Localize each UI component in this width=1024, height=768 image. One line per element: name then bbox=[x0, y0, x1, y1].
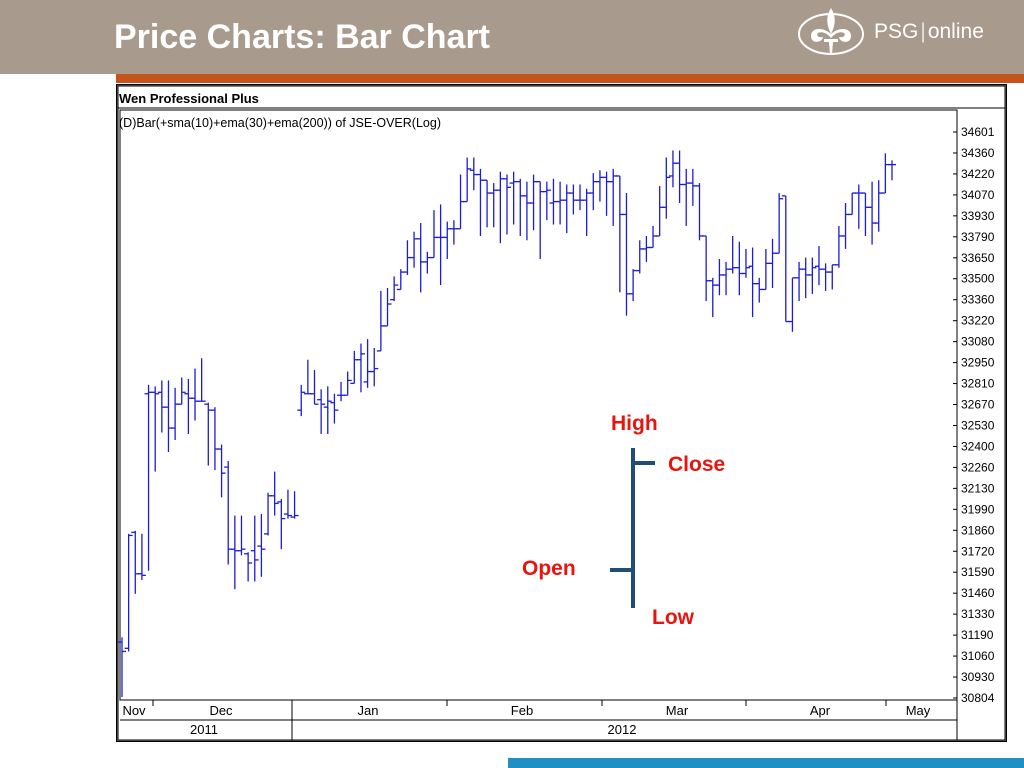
y-tick-label: 31860 bbox=[961, 523, 995, 537]
x-month-label: Apr bbox=[810, 703, 831, 718]
y-tick-label: 33220 bbox=[961, 314, 995, 328]
y-tick-label: 31190 bbox=[961, 628, 994, 642]
ohlc-bar bbox=[290, 491, 299, 519]
y-tick-label: 32950 bbox=[961, 356, 995, 370]
ohlc-bar bbox=[137, 533, 146, 580]
y-tick-label: 31720 bbox=[961, 544, 995, 558]
ohlc-bar bbox=[151, 386, 160, 472]
y-tick-label: 32670 bbox=[961, 398, 995, 412]
ohlc-bar bbox=[356, 343, 365, 393]
y-tick-label: 32260 bbox=[961, 460, 995, 474]
ohlc-bar bbox=[277, 498, 286, 550]
x-month-label: Jan bbox=[358, 703, 379, 718]
ohlc-bar bbox=[503, 174, 511, 235]
ohlc-bar bbox=[124, 533, 133, 652]
y-tick-label: 33650 bbox=[961, 251, 995, 265]
ohlc-bar bbox=[118, 637, 126, 698]
y-tick-label: 31460 bbox=[961, 586, 995, 600]
ohlc-bar bbox=[197, 358, 206, 402]
y-tick-label: 33360 bbox=[961, 293, 995, 307]
slide-title: Price Charts: Bar Chart bbox=[114, 18, 491, 56]
x-month-label: Nov bbox=[122, 703, 146, 718]
legend-low-label: Low bbox=[652, 606, 695, 629]
logo-separator: | bbox=[920, 20, 926, 43]
ohlc-bar bbox=[237, 515, 246, 556]
ohlc-bar bbox=[250, 515, 259, 582]
x-month-label: Feb bbox=[511, 703, 533, 718]
ohlc-bar bbox=[808, 257, 817, 294]
y-tick-label: 34220 bbox=[961, 167, 995, 181]
ohlc-bar bbox=[463, 157, 472, 203]
ohlc-legend-diagram: High Close Open Low bbox=[522, 412, 725, 629]
ohlc-bar bbox=[317, 389, 326, 435]
ohlc-bar bbox=[662, 157, 671, 219]
ohlc-bar bbox=[542, 181, 551, 221]
ohlc-bar bbox=[343, 371, 352, 396]
y-tick-label: 32810 bbox=[961, 377, 995, 391]
ohlc-bar bbox=[283, 489, 292, 519]
chart-window: Wen Professional Plus (D)Bar(+sma(10)+em… bbox=[116, 84, 1007, 742]
price-bars bbox=[118, 150, 896, 698]
ohlc-bar bbox=[775, 193, 784, 254]
accent-bar bbox=[116, 74, 1024, 83]
y-tick-label: 31590 bbox=[961, 565, 995, 579]
ohlc-bar bbox=[177, 377, 186, 405]
fleur-de-lis-icon bbox=[798, 8, 864, 55]
y-tick-label: 33500 bbox=[961, 272, 995, 286]
y-tick-label: 33930 bbox=[961, 209, 995, 223]
ohlc-bar bbox=[217, 444, 226, 498]
y-tick-label: 33080 bbox=[961, 335, 995, 349]
ohlc-bar bbox=[741, 248, 750, 278]
y-tick-label: 34360 bbox=[961, 146, 995, 160]
ohlc-bar bbox=[330, 393, 339, 424]
x-month-label: Dec bbox=[209, 703, 233, 718]
x-month-label: May bbox=[906, 703, 931, 718]
software-title: Wen Professional Plus bbox=[119, 91, 259, 106]
y-axis: 34601 34360 34220 34070 33930 33790 33650 33500… bbox=[953, 125, 995, 705]
y-tick-label: 32400 bbox=[961, 439, 995, 453]
x-year-label: 2011 bbox=[190, 722, 218, 737]
legend-close-label: Close bbox=[668, 453, 725, 476]
y-tick-label: 30804 bbox=[961, 691, 995, 705]
ohlc-bar bbox=[323, 386, 332, 435]
ohlc-bar bbox=[390, 276, 399, 302]
x-axis: Nov Dec Jan Feb Mar Apr May 2011 2012 bbox=[122, 700, 931, 737]
header-bar: Price Charts: Bar Chart PSG|online bbox=[0, 0, 1024, 74]
ohlc-bar bbox=[310, 370, 319, 405]
y-tick-label: 33790 bbox=[961, 230, 995, 244]
ohlc-bar bbox=[270, 471, 279, 516]
legend-high-label: High bbox=[611, 412, 658, 435]
y-tick-label: 34070 bbox=[961, 188, 995, 202]
ohlc-bar bbox=[383, 288, 392, 327]
y-tick-label: 34601 bbox=[961, 125, 995, 139]
bar-chart: Wen Professional Plus (D)Bar(+sma(10)+em… bbox=[116, 84, 1007, 742]
y-tick-label: 30930 bbox=[961, 670, 995, 684]
ohlc-bar bbox=[244, 552, 253, 582]
psg-online-logo: PSG|online bbox=[796, 4, 1006, 64]
logo-word-psg: PSG bbox=[874, 20, 919, 43]
ohlc-bar bbox=[888, 160, 896, 181]
ohlc-bar bbox=[370, 347, 379, 387]
logo-word-online: online bbox=[927, 20, 984, 43]
y-tick-label: 32130 bbox=[961, 481, 995, 495]
ohlc-bar bbox=[297, 384, 306, 417]
ohlc-bar bbox=[257, 514, 266, 577]
x-year-label: 2012 bbox=[608, 722, 637, 737]
chart-title: (D)Bar(+sma(10)+ema(30)+ema(200)) of JSE… bbox=[119, 116, 441, 130]
y-tick-label: 31330 bbox=[961, 607, 995, 621]
bottom-accent-bar bbox=[508, 758, 1024, 768]
y-tick-label: 31990 bbox=[961, 502, 995, 516]
logo-wordmark: PSG|online bbox=[874, 20, 984, 44]
y-tick-label: 32530 bbox=[961, 418, 995, 432]
y-tick-label: 31060 bbox=[961, 649, 995, 663]
x-month-label: Mar bbox=[666, 703, 689, 718]
legend-open-label: Open bbox=[522, 557, 576, 580]
